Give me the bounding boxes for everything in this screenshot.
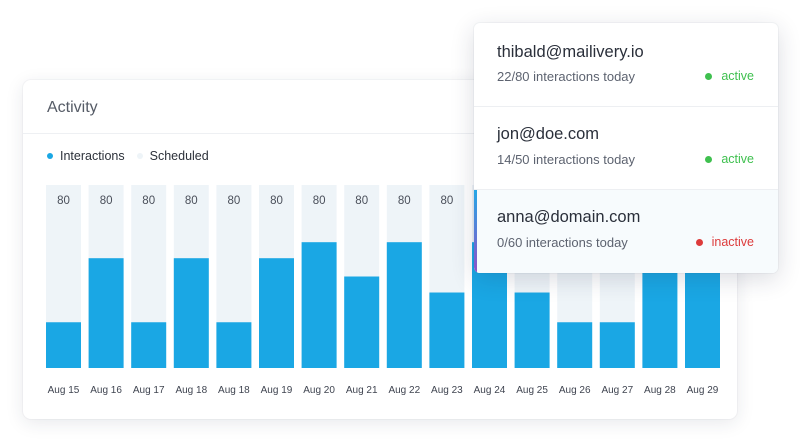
bar-interactions xyxy=(259,258,294,368)
activity-title: Activity xyxy=(47,99,98,116)
legend-dot-scheduled xyxy=(136,153,143,159)
account-status: inactive xyxy=(695,235,754,249)
x-tick-label: Aug 23 xyxy=(431,385,463,396)
chart-legend: Interactions Scheduled xyxy=(47,149,221,163)
legend-item-interactions: Interactions xyxy=(47,149,125,163)
card-divider xyxy=(23,133,737,134)
x-tick-label: Aug 18 xyxy=(175,385,207,396)
account-interactions-count: 14/50 interactions today xyxy=(497,152,636,167)
status-label: inactive xyxy=(711,235,754,249)
bar-data-label: 80 xyxy=(398,195,411,207)
x-tick-label: Aug 15 xyxy=(48,385,80,396)
bar-interactions xyxy=(46,322,81,368)
account-email: jon@doe.com xyxy=(497,125,600,143)
account-status: active xyxy=(705,69,754,83)
row-divider xyxy=(474,106,778,107)
account-status: active xyxy=(705,152,754,166)
bar-interactions xyxy=(557,322,593,368)
status-label: active xyxy=(721,152,754,166)
x-tick-label: Aug 22 xyxy=(388,385,420,396)
account-interactions-count: 22/80 interactions today xyxy=(497,69,636,84)
legend-item-scheduled: Scheduled xyxy=(136,149,209,163)
x-tick-label: Aug 26 xyxy=(559,385,591,396)
bar-data-label: 80 xyxy=(270,195,283,207)
legend-label-interactions: Interactions xyxy=(60,149,125,163)
account-list-panel: thibald@mailivery.io 22/80 interactions … xyxy=(474,23,778,273)
x-tick-label: Aug 24 xyxy=(474,385,506,396)
account-email: thibald@mailivery.io xyxy=(497,43,644,61)
bar-data-label: 80 xyxy=(142,195,155,207)
status-dot-icon xyxy=(695,238,703,246)
account-row-anna[interactable]: anna@domain.com 0/60 interactions today … xyxy=(474,190,778,273)
selected-indicator xyxy=(474,190,477,273)
x-tick-label: Aug 16 xyxy=(90,385,122,396)
x-tick-label: Aug 21 xyxy=(346,385,378,396)
bar-interactions xyxy=(429,292,465,368)
bar-data-label: 80 xyxy=(313,195,326,207)
x-tick-label: Aug 20 xyxy=(303,385,335,396)
account-interactions-count: 0/60 interactions today xyxy=(497,235,628,250)
bar-interactions xyxy=(344,276,380,368)
legend-label-scheduled: Scheduled xyxy=(149,149,209,163)
x-tick-label: Aug 28 xyxy=(644,385,676,396)
bar-data-label: 80 xyxy=(228,195,241,207)
account-email: anna@domain.com xyxy=(497,208,641,226)
x-tick-label: Aug 25 xyxy=(516,385,548,396)
bar-data-label: 80 xyxy=(100,195,113,207)
status-dot-icon xyxy=(705,155,713,163)
x-tick-label: Aug 19 xyxy=(261,385,293,396)
bar-interactions xyxy=(88,258,124,368)
bar-interactions xyxy=(131,322,167,368)
x-tick-label: Aug 29 xyxy=(687,385,719,396)
x-tick-label: Aug 17 xyxy=(133,385,165,396)
status-dot-icon xyxy=(705,72,713,80)
row-divider xyxy=(474,189,778,190)
account-row-jon[interactable]: jon@doe.com 14/50 interactions today act… xyxy=(474,107,778,189)
bar-interactions xyxy=(599,322,635,368)
bar-data-label: 80 xyxy=(441,195,454,207)
bar-data-label: 80 xyxy=(57,195,70,207)
status-label: active xyxy=(721,69,754,83)
bar-interactions xyxy=(386,242,422,368)
x-tick-label: Aug 27 xyxy=(601,385,633,396)
bar-data-label: 80 xyxy=(355,195,368,207)
x-tick-label: Aug 18 xyxy=(218,385,250,396)
account-row-thibald[interactable]: thibald@mailivery.io 22/80 interactions … xyxy=(474,23,778,106)
bar-interactions xyxy=(301,242,337,368)
bar-interactions xyxy=(216,322,252,368)
bar-interactions xyxy=(514,292,550,368)
bar-interactions xyxy=(173,258,209,368)
bar-data-label: 80 xyxy=(185,195,198,207)
legend-dot-interactions xyxy=(47,153,53,159)
